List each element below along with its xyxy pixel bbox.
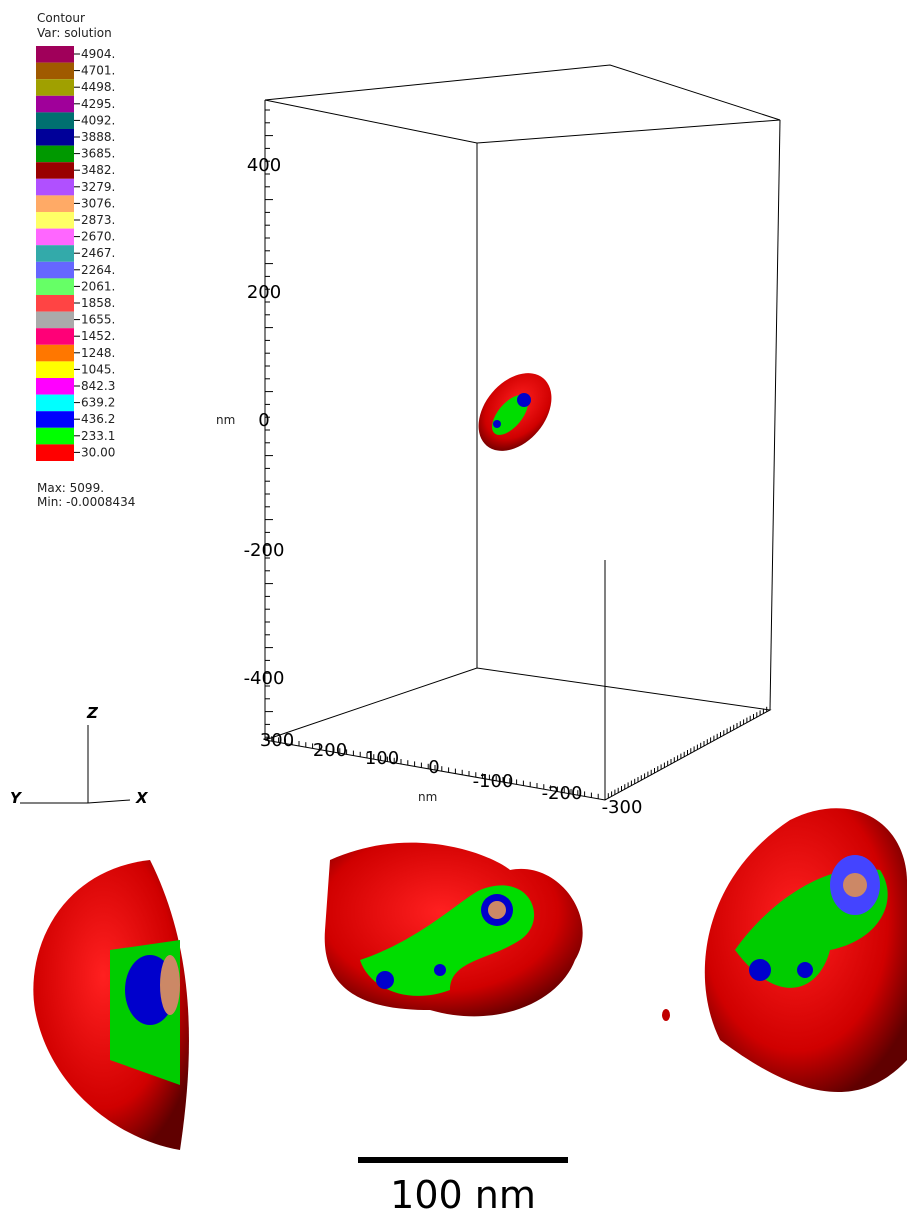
legend-swatch — [36, 46, 74, 63]
z-tick-label: -200 — [244, 540, 285, 561]
render-front — [325, 843, 583, 1017]
legend-swatch — [36, 195, 74, 212]
bottom-tick-label: 200 — [313, 740, 347, 761]
render-oblique — [662, 808, 907, 1092]
bottom-tick-label: -200 — [542, 783, 583, 804]
z-tick-label: 200 — [247, 282, 281, 303]
legend-swatch — [36, 229, 74, 246]
legend-swatch — [36, 146, 74, 163]
bottom-tick-label: -100 — [473, 771, 514, 792]
legend-label: 1858. — [81, 296, 115, 310]
triad-x: X — [135, 789, 149, 807]
legend-title: Contour — [37, 11, 85, 25]
legend-swatch — [36, 245, 74, 262]
legend-label: 3685. — [81, 147, 115, 161]
legend-label: 842.3 — [81, 379, 115, 393]
legend-swatch — [36, 328, 74, 345]
legend-swatch — [36, 428, 74, 445]
legend-swatch — [36, 129, 74, 146]
legend-label: 3888. — [81, 130, 115, 144]
legend-swatch — [36, 112, 74, 129]
render-side — [33, 860, 189, 1150]
legend-swatch — [36, 345, 74, 362]
legend-label: 3482. — [81, 163, 115, 177]
legend-label: 2467. — [81, 246, 115, 260]
scale-bar-label: 100 nm — [390, 1173, 536, 1216]
legend-label: 2873. — [81, 213, 115, 227]
legend-label: 2061. — [81, 279, 115, 293]
legend-swatch — [36, 395, 74, 412]
legend-label: 1248. — [81, 346, 115, 360]
screenshot: Contour Var: solution 4904. 4701. 4498. 429… — [0, 0, 907, 1216]
legend-swatch — [36, 278, 74, 295]
legend-label: 2670. — [81, 230, 115, 244]
legend-swatch — [36, 411, 74, 428]
legend-swatch — [36, 212, 74, 229]
triad-y: Y — [10, 789, 23, 807]
legend-label: 1452. — [81, 329, 115, 343]
legend-label: 1655. — [81, 313, 115, 327]
bottom-tick-label: -300 — [602, 797, 643, 818]
triad-z: Z — [86, 704, 99, 722]
legend-swatch — [36, 295, 74, 312]
legend-label: 4092. — [81, 113, 115, 127]
bottom-tick-label: 300 — [260, 730, 294, 751]
legend-label: 4701. — [81, 64, 115, 78]
legend-label: 1045. — [81, 362, 115, 376]
legend-label: 3279. — [81, 180, 115, 194]
legend-label: 436.2 — [81, 412, 115, 426]
z-tick-label: -400 — [244, 668, 285, 689]
legend-label: 4904. — [81, 47, 115, 61]
legend-swatch — [36, 262, 74, 279]
legend-max: Max: 5099. — [37, 481, 104, 495]
legend-swatch — [36, 444, 74, 461]
legend-swatch — [36, 96, 74, 113]
bottom-tick-label: 0 — [428, 757, 439, 778]
bottom-axis-unit: nm — [418, 790, 437, 804]
legend-swatch — [36, 63, 74, 80]
z-tick-label: 0 — [258, 410, 269, 431]
z-axis: 400 200 0 -200 -400 — [244, 110, 285, 737]
legend-min: Min: -0.0008434 — [37, 495, 135, 509]
legend-label: 233.1 — [81, 429, 115, 443]
z-axis-unit: nm — [216, 413, 235, 427]
legend-swatch — [36, 378, 74, 395]
legend-swatch — [36, 79, 74, 96]
z-tick-label: 400 — [247, 155, 281, 176]
legend-label: 4498. — [81, 80, 115, 94]
axis-triad: Z Y X — [10, 704, 149, 807]
legend-variable: Var: solution — [37, 26, 112, 40]
legend-swatch — [36, 312, 74, 329]
legend-label: 2264. — [81, 263, 115, 277]
render-small — [464, 359, 567, 465]
legend-swatch — [36, 162, 74, 179]
legend-swatch — [36, 361, 74, 378]
legend-label: 639.2 — [81, 396, 115, 410]
legend-label: 3076. — [81, 196, 115, 210]
legend-swatch — [36, 179, 74, 196]
legend-label: 4295. — [81, 97, 115, 111]
legend: 4904. 4701. 4498. 4295. 4092. 3888. 3685. 3482.… — [36, 46, 115, 461]
legend-label: 30.00 — [81, 445, 115, 459]
